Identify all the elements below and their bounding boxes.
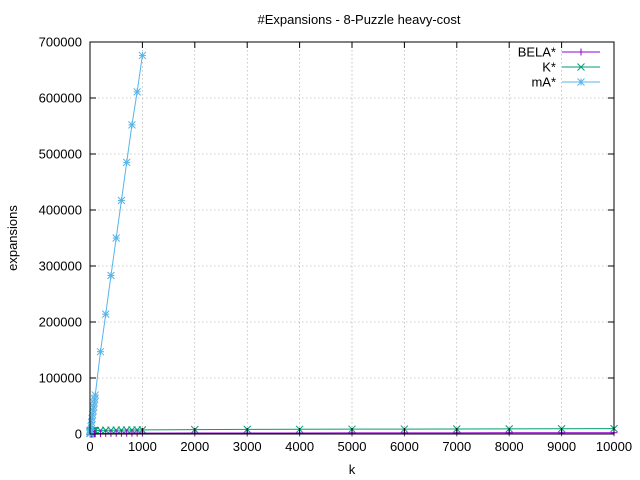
y-tick-label: 200000 bbox=[39, 315, 82, 330]
legend-label: mA* bbox=[531, 75, 556, 90]
legend-swatch-marker bbox=[577, 63, 585, 71]
data-point-ma bbox=[122, 158, 131, 167]
legend-swatch-marker bbox=[577, 48, 585, 56]
y-tick-label: 600000 bbox=[39, 91, 82, 106]
y-tick-label: 700000 bbox=[39, 35, 82, 50]
data-point-ma bbox=[101, 310, 110, 319]
x-tick-label: 5000 bbox=[338, 439, 367, 454]
data-point-ma bbox=[91, 391, 100, 399]
chart-title: #Expansions - 8-Puzzle heavy-cost bbox=[257, 12, 460, 27]
legend-swatch-marker bbox=[577, 78, 585, 86]
x-tick-label: 8000 bbox=[495, 439, 524, 454]
y-tick-label: 100000 bbox=[39, 371, 82, 386]
data-point-ma bbox=[138, 51, 147, 60]
legend-label: BELA* bbox=[518, 45, 556, 60]
legend-entry-ma: mA* bbox=[531, 75, 600, 90]
legend-entry-k: K* bbox=[542, 60, 600, 75]
data-point-ma bbox=[128, 121, 136, 129]
y-tick-label: 400000 bbox=[39, 203, 82, 218]
x-axis-label: k bbox=[349, 462, 356, 477]
x-tick-label: 2000 bbox=[180, 439, 209, 454]
x-tick-label: 10000 bbox=[596, 439, 632, 454]
data-point-ma bbox=[96, 347, 105, 356]
legend-label: K* bbox=[542, 60, 556, 75]
data-point-ma bbox=[117, 196, 126, 205]
x-tick-label: 0 bbox=[86, 439, 93, 454]
legend: BELA*K*mA* bbox=[518, 45, 600, 90]
grid bbox=[90, 42, 614, 434]
x-tick-label: 9000 bbox=[547, 439, 576, 454]
x-tick-label: 1000 bbox=[128, 439, 157, 454]
y-axis-label: expansions bbox=[5, 205, 20, 271]
x-tick-label: 3000 bbox=[233, 439, 262, 454]
y-tick-label: 0 bbox=[75, 427, 82, 442]
data-point-ma bbox=[112, 234, 121, 242]
y-tick-label: 300000 bbox=[39, 259, 82, 274]
data-point-ma bbox=[133, 87, 142, 96]
data-point-ma bbox=[90, 399, 99, 407]
tick-layer: 0 1000 2000 3000 4000 5000 6000 7000 8000 9000 100… bbox=[39, 35, 632, 455]
legend-entry-bela: BELA* bbox=[518, 45, 600, 60]
x-tick-label: 4000 bbox=[285, 439, 314, 454]
y-tick-label: 500000 bbox=[39, 147, 82, 162]
x-tick-label: 6000 bbox=[390, 439, 419, 454]
data-point-ma bbox=[107, 271, 115, 280]
x-tick-label: 7000 bbox=[442, 439, 471, 454]
